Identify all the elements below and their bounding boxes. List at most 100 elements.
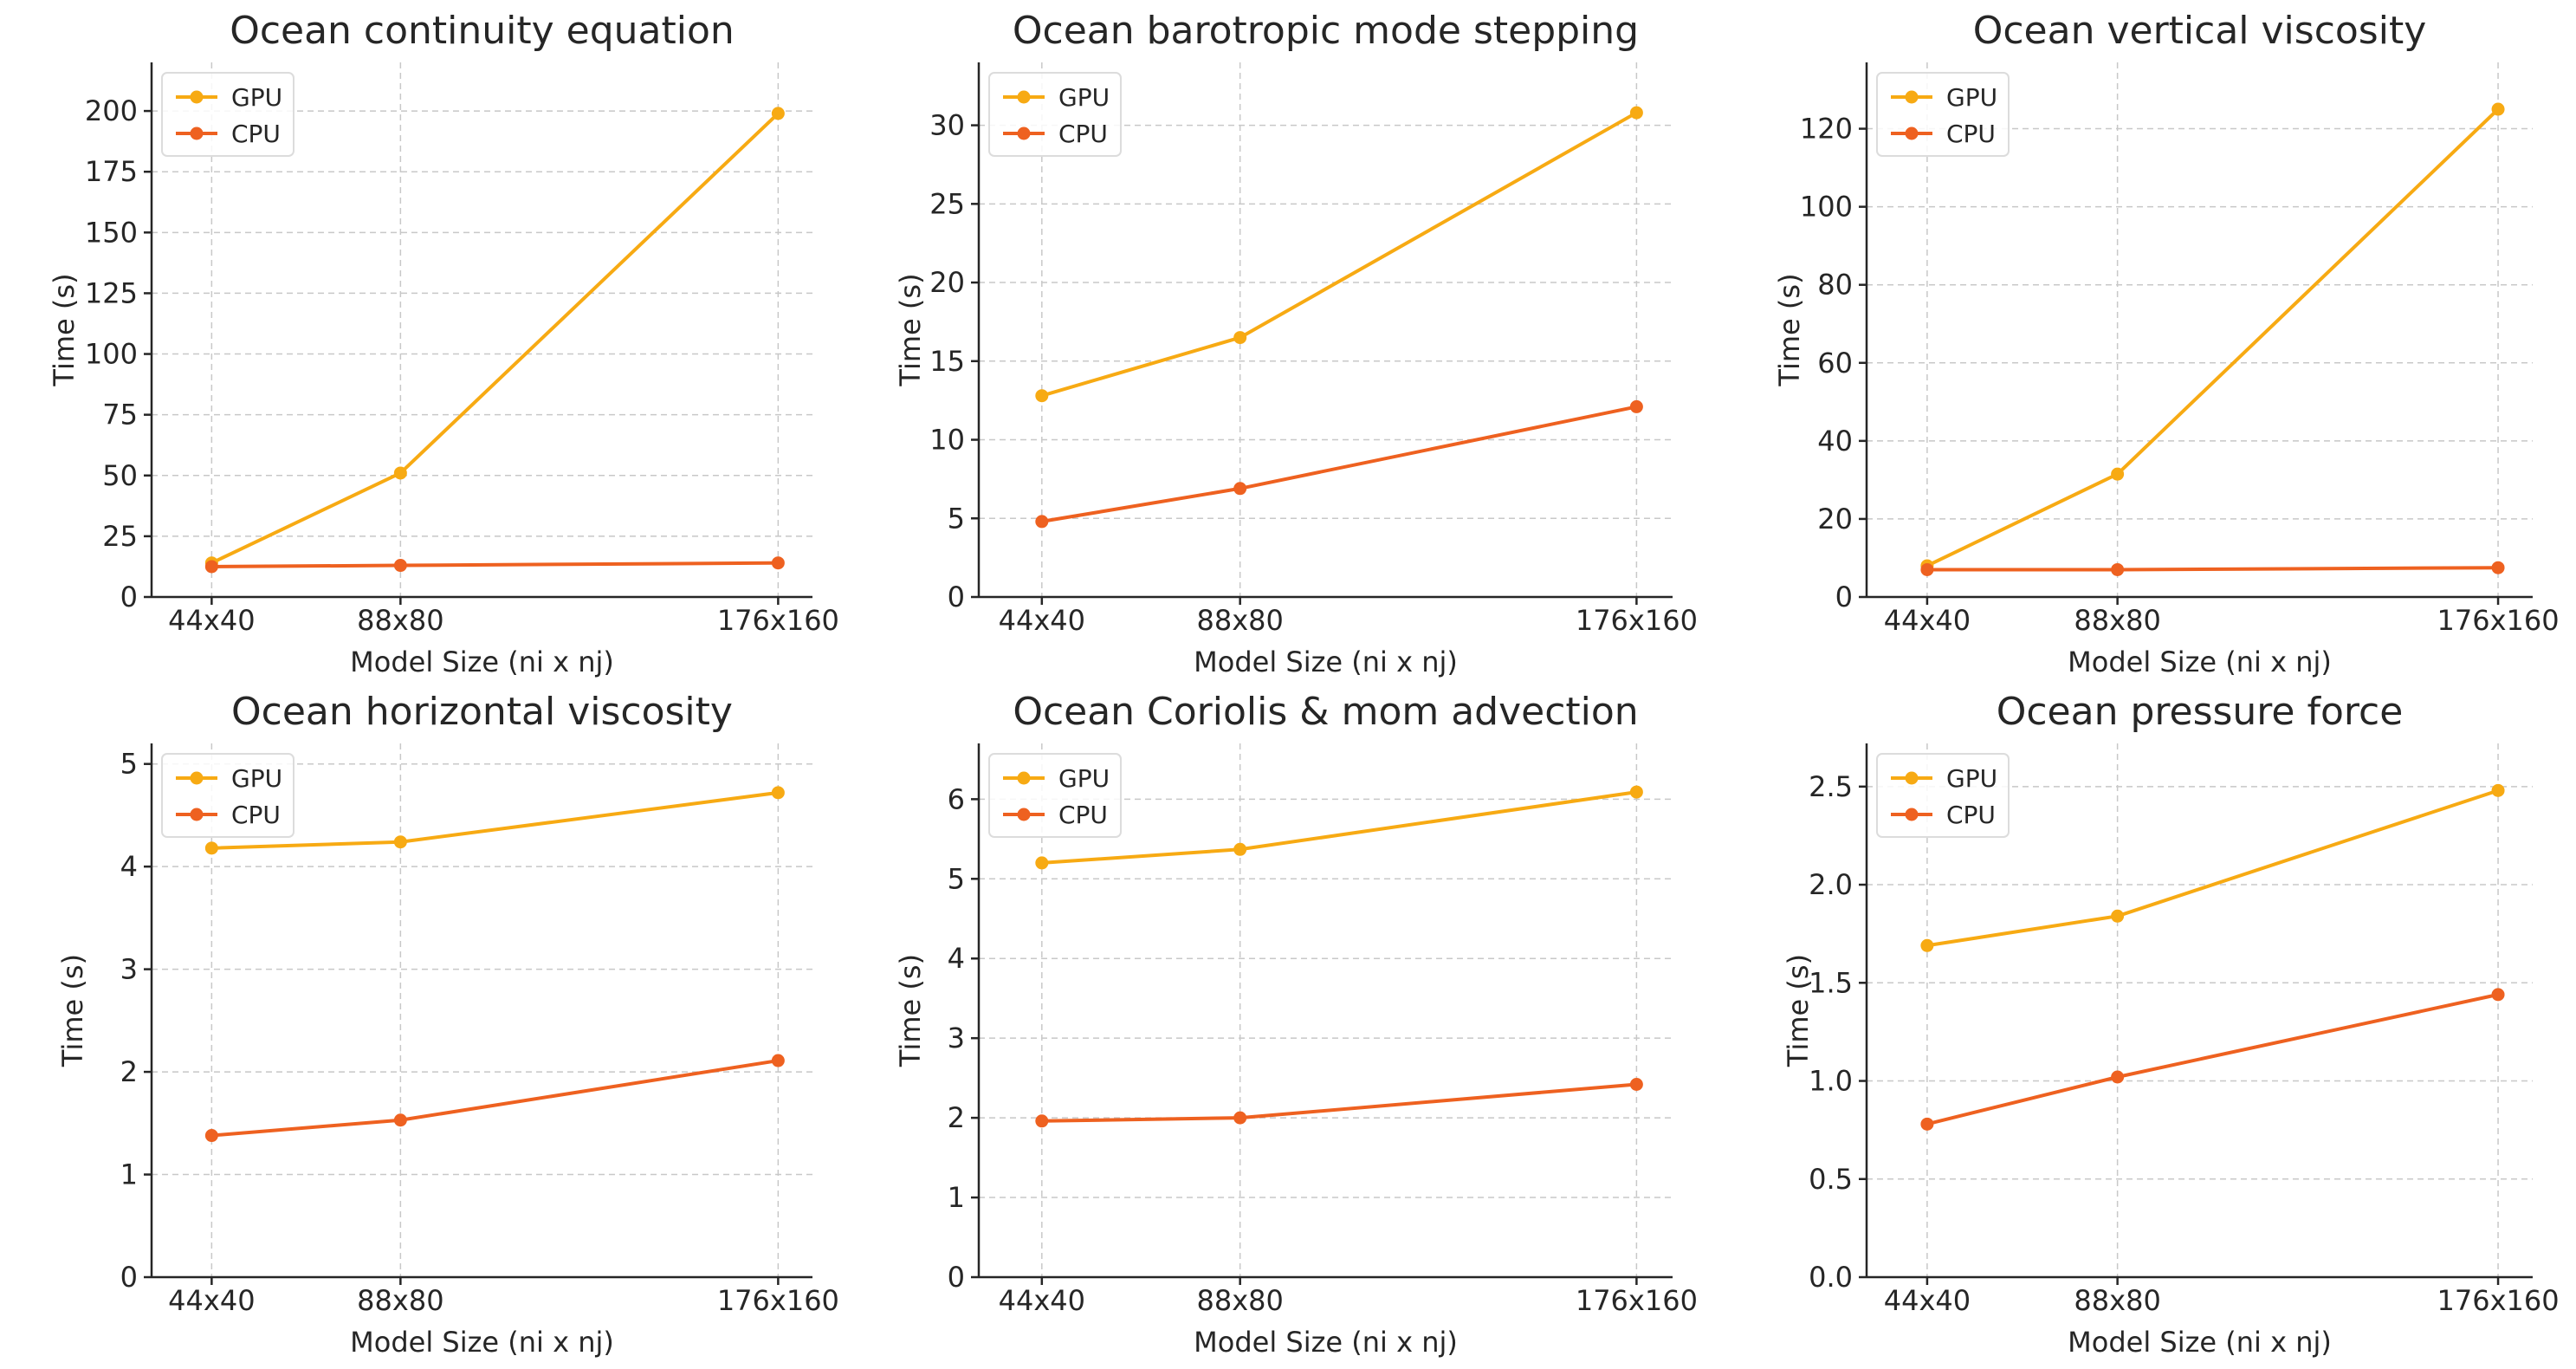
data-point-cpu bbox=[393, 1113, 407, 1127]
data-point-gpu bbox=[1920, 938, 1934, 952]
data-point-cpu bbox=[1629, 399, 1643, 413]
data-point-cpu bbox=[771, 556, 785, 570]
y-tick-label: 200 bbox=[85, 94, 138, 127]
legend-swatch-marker bbox=[190, 808, 204, 821]
data-point-gpu bbox=[771, 107, 785, 120]
series-line-gpu bbox=[1926, 107, 2500, 568]
x-tick-label: 176x160 bbox=[1576, 1284, 1698, 1317]
x-axis-label: Model Size (ni x nj) bbox=[2068, 1326, 2332, 1359]
x-tick-label: 176x160 bbox=[2437, 604, 2560, 637]
legend-entry-gpu: GPU bbox=[231, 764, 282, 793]
legend-swatch-marker bbox=[1905, 127, 1919, 140]
x-tick-label: 88x80 bbox=[2074, 604, 2160, 637]
subplot-title: Ocean pressure force bbox=[1997, 690, 2404, 734]
data-point-gpu bbox=[393, 466, 407, 480]
legend-swatch-marker bbox=[1017, 90, 1031, 104]
legend: GPU CPU bbox=[161, 753, 294, 838]
y-tick-label: 120 bbox=[1800, 113, 1853, 146]
legend: GPU CPU bbox=[988, 72, 1122, 157]
subplot-2: 0 5 10 15 20 25 30 44x40 88x80 176x160 Ocean barot… bbox=[894, 9, 1698, 678]
y-tick-label: 100 bbox=[1800, 191, 1853, 224]
y-tick-label: 2 bbox=[120, 1055, 138, 1088]
subplot-title: Ocean barotropic mode stepping bbox=[1013, 9, 1639, 53]
y-tick-label: 100 bbox=[85, 338, 138, 371]
x-axis-label: Model Size (ni x nj) bbox=[350, 646, 614, 678]
y-tick-label: 2.5 bbox=[1809, 770, 1853, 803]
legend-swatch-marker bbox=[1017, 127, 1031, 140]
data-point-gpu bbox=[393, 835, 407, 849]
x-tick-label: 176x160 bbox=[717, 604, 839, 637]
data-point-gpu bbox=[1233, 842, 1247, 856]
y-tick-label: 6 bbox=[948, 782, 965, 815]
subplot-title: Ocean Coriolis & mom advection bbox=[1013, 690, 1638, 734]
y-tick-label: 40 bbox=[1817, 425, 1853, 457]
x-tick-label: 88x80 bbox=[357, 604, 443, 637]
y-tick-label: 30 bbox=[929, 109, 965, 142]
y-tick-label: 4 bbox=[948, 942, 965, 975]
legend-swatch-marker bbox=[190, 90, 204, 104]
legend-entry-gpu: GPU bbox=[1946, 764, 1997, 793]
y-tick-label: 2 bbox=[948, 1101, 965, 1134]
series-line-cpu bbox=[211, 561, 779, 568]
data-point-cpu bbox=[1629, 1078, 1643, 1092]
data-point-cpu bbox=[1233, 482, 1247, 496]
data-point-gpu bbox=[2111, 467, 2125, 481]
x-tick-label: 176x160 bbox=[717, 1284, 839, 1317]
y-tick-label: 10 bbox=[929, 424, 965, 457]
data-point-cpu bbox=[204, 1129, 218, 1143]
data-point-cpu bbox=[1920, 562, 1934, 576]
subplot-title: Ocean vertical viscosity bbox=[1973, 9, 2427, 53]
data-point-gpu bbox=[1629, 106, 1643, 120]
legend-swatch-marker bbox=[190, 771, 204, 785]
subplot-6: 0.0 0.5 1.0 1.5 2.0 2.5 44x40 88x80 176x160 Ocean… bbox=[1782, 690, 2560, 1359]
y-tick-label: 2.0 bbox=[1809, 868, 1853, 901]
y-tick-label: 3 bbox=[948, 1022, 965, 1054]
subplot-5: 0 1 2 3 4 5 6 44x40 88x80 176x160 Ocean Coriolis &… bbox=[894, 690, 1698, 1359]
x-tick-label: 88x80 bbox=[357, 1284, 443, 1317]
legend: GPU CPU bbox=[988, 753, 1122, 838]
y-tick-label: 5 bbox=[120, 748, 138, 781]
y-tick-label: 0.0 bbox=[1809, 1261, 1853, 1294]
data-point-cpu bbox=[2491, 988, 2505, 1002]
series-line-gpu bbox=[210, 112, 780, 565]
data-point-cpu bbox=[2491, 561, 2505, 574]
legend-swatch-marker bbox=[1905, 90, 1919, 104]
x-tick-label: 88x80 bbox=[1196, 1284, 1283, 1317]
data-point-gpu bbox=[2111, 909, 2125, 923]
series-line-cpu bbox=[1926, 992, 2499, 1126]
data-point-cpu bbox=[1035, 515, 1049, 529]
x-tick-label: 88x80 bbox=[2074, 1284, 2160, 1317]
data-point-cpu bbox=[1233, 1111, 1247, 1125]
subplot-3: 0 20 40 60 80 100 120 44x40 88x80 176x160 Ocean ve… bbox=[1773, 9, 2560, 678]
y-tick-label: 20 bbox=[929, 266, 965, 299]
y-tick-label: 50 bbox=[102, 459, 138, 492]
legend-entry-cpu: CPU bbox=[1946, 801, 1996, 829]
x-axis-label: Model Size (ni x nj) bbox=[350, 1326, 614, 1359]
data-point-gpu bbox=[1035, 389, 1049, 403]
series-line-cpu bbox=[1926, 566, 2499, 572]
subplot-4: 0 1 2 3 4 5 44x40 88x80 176x160 Ocean horizontal … bbox=[56, 690, 839, 1359]
legend: GPU CPU bbox=[161, 72, 294, 157]
y-axis-label: Time (s) bbox=[48, 273, 81, 386]
data-point-cpu bbox=[2111, 562, 2125, 576]
data-point-cpu bbox=[1035, 1114, 1049, 1128]
y-tick-label: 20 bbox=[1817, 503, 1853, 535]
legend-entry-gpu: GPU bbox=[1058, 83, 1110, 112]
legend-entry-cpu: CPU bbox=[231, 801, 281, 829]
legend-swatch-marker bbox=[1017, 771, 1031, 785]
y-tick-label: 175 bbox=[85, 155, 138, 188]
y-axis-label: Time (s) bbox=[894, 273, 927, 386]
x-tick-label: 176x160 bbox=[2437, 1284, 2560, 1317]
y-axis-label: Time (s) bbox=[1773, 273, 1806, 386]
y-axis-label: Time (s) bbox=[1782, 954, 1815, 1067]
y-tick-label: 0 bbox=[120, 581, 138, 613]
subplot-title: Ocean horizontal viscosity bbox=[231, 690, 733, 734]
data-point-cpu bbox=[771, 1054, 785, 1067]
data-point-gpu bbox=[1233, 331, 1247, 345]
legend-swatch-marker bbox=[1905, 808, 1919, 821]
y-tick-label: 3 bbox=[120, 953, 138, 986]
y-tick-label: 5 bbox=[948, 862, 965, 895]
y-tick-label: 5 bbox=[948, 502, 965, 535]
subplot-1: 0 25 50 75 100 125 150 175 200 44x40 88x80 176x160 O… bbox=[48, 9, 839, 678]
